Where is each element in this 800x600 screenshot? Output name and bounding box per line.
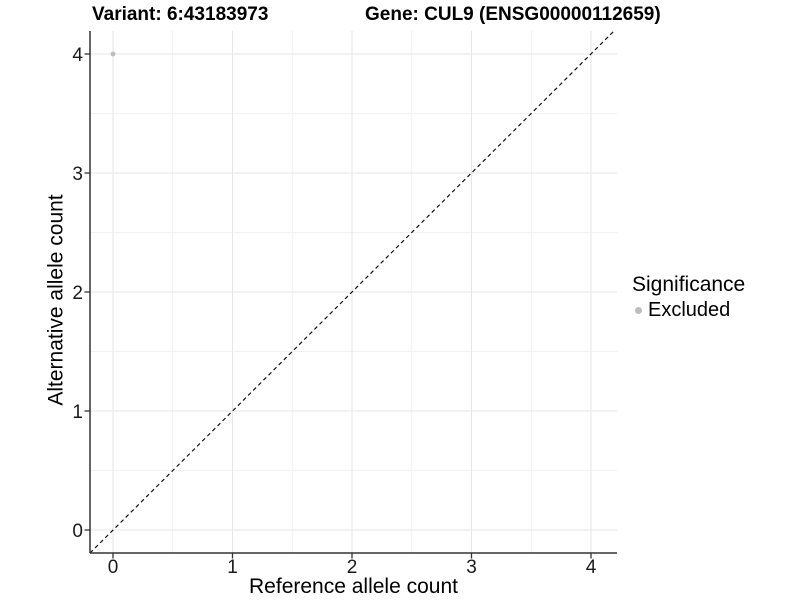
x-axis-tick-label: 3: [466, 557, 477, 578]
y-axis-tick-label: 3: [72, 164, 83, 185]
reference-line-diagonal: [89, 29, 616, 554]
x-axis-tick-label: 2: [347, 557, 358, 578]
y-axis-tick-label: 1: [72, 402, 83, 423]
x-axis-tick-label: 4: [586, 557, 597, 578]
plot-title-variant: Variant: 6:43183973: [92, 4, 269, 25]
legend-title: Significance: [632, 273, 746, 296]
y-axis-tick-label: 2: [72, 283, 83, 304]
x-axis-tick-label: 0: [108, 557, 119, 578]
legend-item-excluded: Excluded: [632, 299, 745, 321]
x-axis-title: Reference allele count: [249, 575, 458, 598]
legend-point-swatch: [635, 306, 642, 314]
data-point: [110, 51, 116, 57]
plot-title-gene: Gene: CUL9 (ENSG00000112659): [365, 4, 661, 25]
legend: Significance Excluded: [632, 273, 745, 321]
legend-item-label: Excluded: [648, 299, 731, 322]
x-axis-tick-label: 1: [227, 557, 238, 578]
y-axis-tick-label: 4: [72, 45, 83, 66]
y-axis-title: Alternative allele count: [44, 194, 68, 406]
y-axis-tick-label: 0: [72, 521, 83, 542]
